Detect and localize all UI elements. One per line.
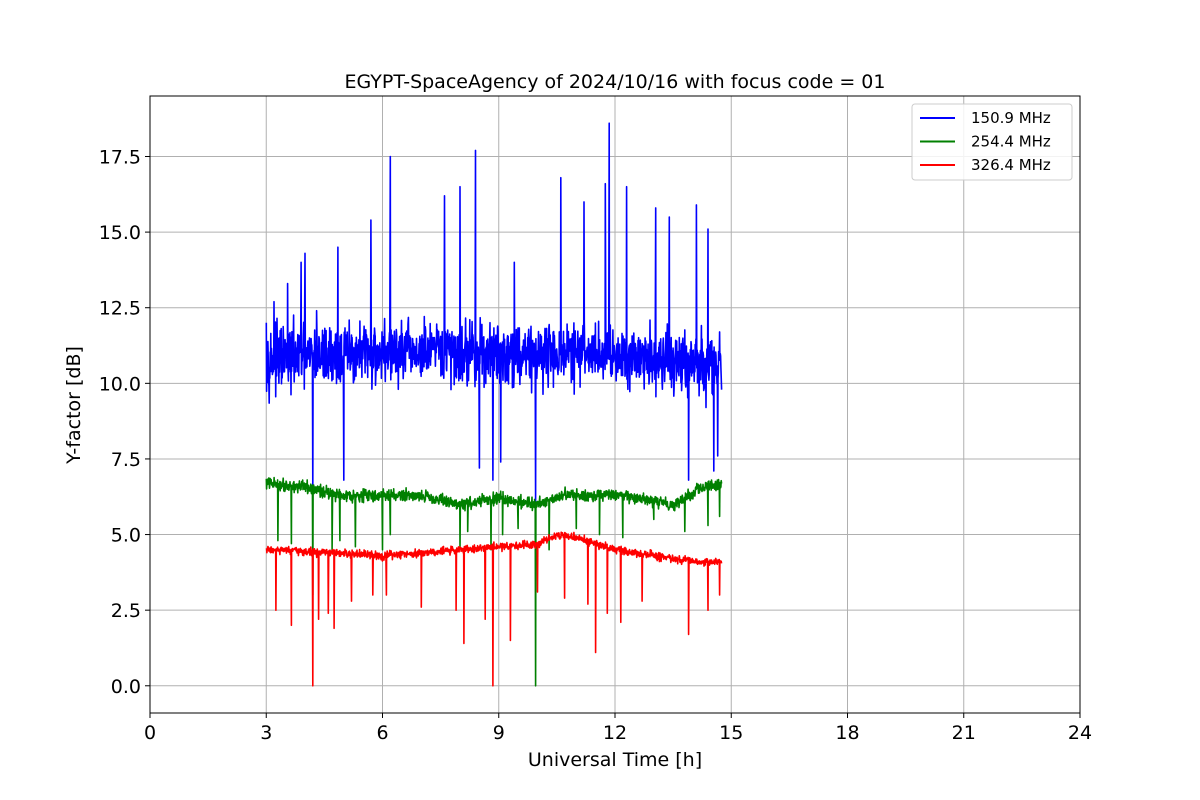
y-axis-label: Y-factor [dB] bbox=[63, 346, 85, 465]
x-tick-label: 15 bbox=[719, 722, 743, 744]
legend: 150.9 MHz 254.4 MHz 326.4 MHz bbox=[911, 103, 1073, 181]
y-tick-label: 2.5 bbox=[111, 600, 141, 622]
y-tick-label: 0.0 bbox=[111, 676, 141, 698]
series-line bbox=[265, 122, 723, 503]
y-tick-label: 5.0 bbox=[111, 525, 141, 547]
x-tick-label: 21 bbox=[952, 722, 976, 744]
x-tick-label: 24 bbox=[1068, 722, 1092, 744]
x-tick-label: 6 bbox=[376, 722, 388, 744]
x-axis-ticks: 0 3 6 9 12 15 18 21 24 bbox=[144, 713, 1092, 744]
x-tick-label: 12 bbox=[603, 722, 627, 744]
y-tick-label: 12.5 bbox=[99, 298, 141, 320]
x-axis-label: Universal Time [h] bbox=[528, 749, 702, 771]
x-tick-label: 18 bbox=[835, 722, 859, 744]
series-line bbox=[265, 476, 723, 687]
legend-box bbox=[911, 103, 1073, 181]
plot-series bbox=[265, 122, 723, 687]
x-tick-label: 3 bbox=[260, 722, 272, 744]
legend-label: 150.9 MHz bbox=[971, 109, 1051, 127]
chart-title: EGYPT-SpaceAgency of 2024/10/16 with foc… bbox=[345, 71, 886, 93]
y-tick-label: 10.0 bbox=[99, 373, 141, 395]
y-axis-ticks: 0.0 2.5 5.0 7.5 10.0 12.5 15.0 17.5 bbox=[99, 146, 150, 698]
y-tick-label: 15.0 bbox=[99, 222, 141, 244]
y-tick-label: 7.5 bbox=[111, 449, 141, 471]
legend-label: 254.4 MHz bbox=[971, 133, 1051, 151]
legend-label: 326.4 MHz bbox=[971, 156, 1051, 174]
x-tick-label: 0 bbox=[144, 722, 156, 744]
y-tick-label: 17.5 bbox=[99, 146, 141, 168]
series-line bbox=[265, 531, 723, 687]
x-tick-label: 9 bbox=[493, 722, 505, 744]
